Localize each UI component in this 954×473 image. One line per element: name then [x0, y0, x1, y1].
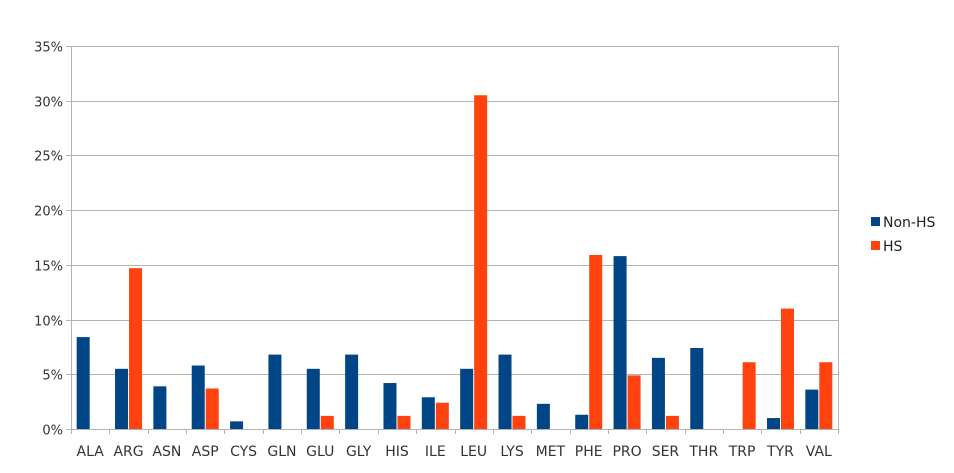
- x-tick-label: TRP: [728, 444, 756, 460]
- y-axis-ticks: 0% 5% 10% 15% 20% 25% 30% 35%: [34, 41, 71, 439]
- bar-hs-lys: [512, 415, 526, 429]
- bar-non-hs-gln: [268, 354, 282, 429]
- bar-hs-glu: [320, 415, 334, 429]
- y-tick-label: 30%: [34, 96, 63, 111]
- bars: [76, 95, 833, 429]
- bar-non-hs-gly: [345, 354, 359, 429]
- y-tick-label: 0%: [42, 424, 63, 439]
- bar-non-hs-asn: [153, 386, 167, 429]
- x-tick-label: ASP: [192, 444, 219, 460]
- bar-non-hs-his: [383, 383, 397, 429]
- bar-hs-phe: [589, 255, 603, 429]
- y-tick-label: 5%: [42, 369, 63, 384]
- bar-non-hs-cys: [230, 421, 244, 429]
- bar-hs-his: [397, 415, 411, 429]
- legend-swatch: [871, 217, 880, 226]
- x-tick-label: ASN: [152, 444, 181, 460]
- legend: Non-HS HS: [871, 215, 935, 255]
- bar-non-hs-ala: [76, 337, 90, 429]
- y-tick-label: 20%: [34, 205, 63, 220]
- x-tick-label: CYS: [230, 444, 257, 460]
- x-tick-label: TYR: [766, 444, 794, 460]
- y-tick-label: 25%: [34, 150, 63, 165]
- x-tick-label: VAL: [806, 444, 832, 460]
- bar-hs-arg: [129, 268, 143, 429]
- x-tick-label: HIS: [385, 444, 409, 460]
- bar-non-hs-leu: [460, 368, 474, 429]
- legend-label: HS: [883, 239, 903, 255]
- y-tick-label: 10%: [34, 315, 63, 330]
- bar-non-hs-tyr: [766, 418, 780, 429]
- bar-hs-ile: [435, 402, 449, 429]
- bar-non-hs-ser: [651, 357, 665, 429]
- legend-label: Non-HS: [883, 215, 935, 231]
- x-axis-ticks: ALA ARG ASN ASP CYS GLN GLU GLY HIS ILE LEU LYS MET P…: [71, 429, 839, 460]
- bar-non-hs-val: [805, 389, 819, 429]
- gridlines: [71, 46, 839, 430]
- bar-non-hs-ile: [421, 397, 435, 429]
- plot-frame: [71, 46, 839, 430]
- bar-non-hs-thr: [690, 348, 704, 429]
- x-tick-label: LYS: [500, 444, 523, 460]
- legend-swatch: [871, 241, 880, 250]
- x-tick-label: LEU: [460, 444, 487, 460]
- bar-non-hs-phe: [575, 414, 589, 429]
- x-tick-label: ILE: [425, 444, 446, 460]
- x-tick-label: PRO: [612, 444, 641, 460]
- x-tick-label: ALA: [77, 444, 105, 460]
- bar-hs-ser: [665, 415, 679, 429]
- x-tick-label: SER: [652, 444, 680, 460]
- x-tick-label: GLY: [346, 444, 372, 460]
- bar-non-hs-arg: [115, 368, 129, 429]
- x-tick-label: ARG: [113, 444, 143, 460]
- bar-hs-pro: [627, 375, 641, 429]
- bar-hs-val: [819, 362, 833, 429]
- bar-hs-asp: [205, 388, 219, 429]
- y-tick-label: 35%: [34, 41, 63, 56]
- x-tick-label: PHE: [575, 444, 603, 460]
- y-tick-label: 15%: [34, 260, 63, 275]
- bar-hs-trp: [742, 362, 756, 429]
- bar-non-hs-lys: [498, 354, 512, 429]
- x-tick-label: GLU: [306, 444, 334, 460]
- bar-hs-tyr: [780, 308, 794, 429]
- x-tick-label: THR: [688, 444, 718, 460]
- bar-non-hs-glu: [306, 368, 320, 429]
- x-tick-label: GLN: [267, 444, 296, 460]
- bar-hs-leu: [474, 95, 488, 429]
- bar-non-hs-met: [536, 403, 550, 429]
- bar-non-hs-asp: [191, 365, 205, 429]
- bar-non-hs-pro: [613, 256, 627, 429]
- x-tick-label: MET: [536, 444, 566, 460]
